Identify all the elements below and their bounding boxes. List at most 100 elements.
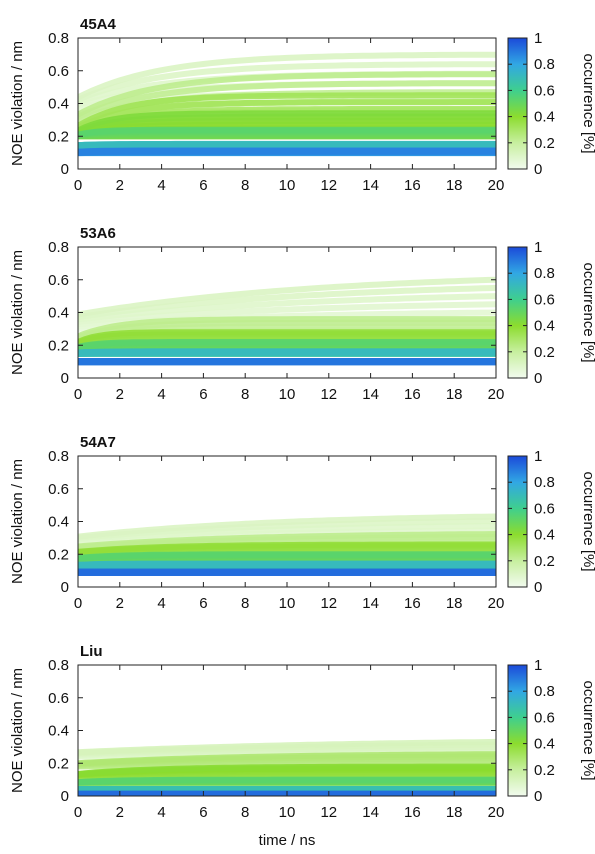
x-tick-label: 12	[320, 386, 337, 403]
trajectory-line	[78, 329, 496, 345]
trajectory-line	[78, 114, 496, 135]
colorbar-tick-label: 1	[534, 448, 542, 465]
x-tick-label: 12	[320, 177, 337, 194]
trajectory-line	[78, 551, 496, 561]
trajectory-line	[78, 140, 496, 150]
heatmap-area	[78, 51, 496, 157]
trajectory-line	[78, 541, 496, 555]
trajectory-line	[78, 92, 496, 129]
occurrence-band	[78, 763, 496, 780]
colorbar-tick-label: 0.8	[534, 56, 555, 73]
y-tick-label: 0.6	[48, 272, 69, 289]
x-tick-label: 6	[199, 177, 207, 194]
trajectory-line	[78, 293, 496, 323]
heatmap-area	[78, 276, 496, 366]
y-tick-label: 0.4	[48, 305, 69, 322]
trajectory-line	[78, 751, 496, 767]
x-tick-label: 6	[199, 595, 207, 612]
x-tick-label: 12	[320, 804, 337, 821]
colorbar-tick-label: 0.4	[534, 527, 555, 544]
colorbar-scale	[507, 455, 528, 588]
colorbar-tick-label: 0.4	[534, 318, 555, 335]
colorbar-tick-label: 0.2	[534, 762, 555, 779]
trajectory-line	[78, 276, 496, 318]
colorbar-tick-label: 0.4	[534, 109, 555, 126]
x-tick-label: 18	[446, 386, 463, 403]
colorbar-tick-label: 0.2	[534, 135, 555, 152]
trajectory-line	[78, 80, 496, 120]
x-tick-label: 16	[404, 804, 421, 821]
colorbar-tick-label: 0.2	[534, 553, 555, 570]
trajectory-line	[78, 147, 496, 156]
x-tick-label: 4	[157, 595, 165, 612]
colorbar-tick-label: 1	[534, 30, 542, 47]
trajectory-line	[78, 560, 496, 569]
y-tick-label: 0.2	[48, 546, 69, 563]
y-tick-label: 0	[61, 370, 69, 387]
x-tick-label: 12	[320, 595, 337, 612]
x-tick-label: 14	[362, 804, 379, 821]
y-tick-label: 0	[61, 579, 69, 596]
colorbar: 0 0.2 0.4 0.6 0.8 1 occurrence [%]	[507, 448, 595, 596]
trajectory-line	[78, 284, 496, 320]
x-tick-label: 14	[362, 177, 379, 194]
x-tick-label: 4	[157, 386, 165, 403]
y-tick-label: 0	[61, 788, 69, 805]
panel-title: 53A6	[80, 225, 116, 242]
x-tick-label: 10	[279, 804, 296, 821]
y-tick-label: 0.8	[48, 239, 69, 256]
colorbar-tick-label: 0	[534, 370, 542, 387]
colorbar-title: occurrence [%]	[580, 680, 595, 780]
x-tick-label: 8	[241, 386, 249, 403]
colorbar: 0 0.2 0.4 0.6 0.8 1 occurrence [%]	[507, 239, 595, 387]
occurrence-band	[78, 339, 496, 352]
trajectory-line	[78, 99, 496, 131]
heatmap-area	[78, 513, 496, 576]
y-tick-label: 0	[61, 161, 69, 178]
colorbar-tick-label: 0.6	[534, 291, 555, 308]
occurrence-band	[78, 147, 496, 157]
y-tick-label: 0.4	[48, 723, 69, 740]
colorbar-tick-label: 0.4	[534, 736, 555, 753]
y-tick-label: 0.6	[48, 481, 69, 498]
trajectory-line	[78, 121, 496, 137]
x-tick-label: 0	[74, 804, 82, 821]
colorbar-tick-label: 0	[534, 579, 542, 596]
panel-title: Liu	[80, 643, 103, 660]
trajectory-line	[78, 738, 496, 756]
y-tick-label: 0.6	[48, 690, 69, 707]
y-tick-label: 0.2	[48, 755, 69, 772]
x-tick-label: 2	[116, 804, 124, 821]
x-tick-label: 4	[157, 177, 165, 194]
y-axis-title: NOE violation / nm	[9, 41, 26, 166]
x-tick-label: 18	[446, 595, 463, 612]
colorbar-title: occurrence [%]	[580, 53, 595, 153]
colorbar-scale	[507, 246, 528, 379]
trajectory-line	[78, 51, 496, 101]
colorbar-title: occurrence [%]	[580, 471, 595, 571]
y-tick-label: 0.6	[48, 63, 69, 80]
x-tick-label: 20	[488, 386, 505, 403]
x-tick-label: 18	[446, 177, 463, 194]
occurrence-band	[78, 541, 496, 558]
colorbar-tick-label: 0.6	[534, 82, 555, 99]
occurrence-band	[78, 126, 496, 140]
y-tick-label: 0.2	[48, 337, 69, 354]
y-tick-label: 0.8	[48, 657, 69, 674]
y-tick-label: 0.4	[48, 96, 69, 113]
trajectory-line	[78, 316, 496, 340]
trajectory-line	[78, 71, 496, 118]
y-axis-title: NOE violation / nm	[9, 459, 26, 584]
y-axis-title: NOE violation / nm	[9, 668, 26, 793]
colorbar-tick-label: 0	[534, 788, 542, 805]
x-tick-label: 2	[116, 386, 124, 403]
trajectory-line	[78, 319, 496, 341]
occurrence-band	[78, 551, 496, 563]
panel-title: 54A7	[80, 434, 116, 451]
x-tick-label: 2	[116, 595, 124, 612]
colorbar-tick-label: 1	[534, 239, 542, 256]
x-tick-label: 20	[488, 804, 505, 821]
x-tick-label: 10	[279, 177, 296, 194]
